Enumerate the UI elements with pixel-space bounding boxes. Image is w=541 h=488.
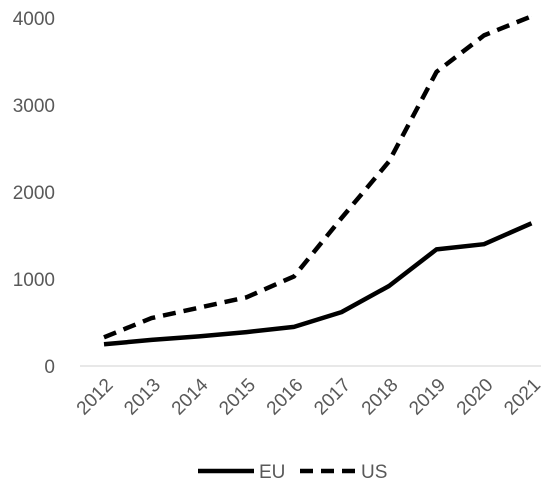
x-axis-tick-labels: 2012 2013 2014 2015 2016 2017 2018 2019 2020 2021 xyxy=(73,374,541,419)
x-tick-label: 2020 xyxy=(453,375,498,420)
series-line-eu xyxy=(103,221,533,347)
x-tick-label: 2013 xyxy=(120,375,165,420)
y-tick-label: 2000 xyxy=(13,183,55,204)
series-lines xyxy=(103,14,533,347)
x-tick-label: 2012 xyxy=(73,375,118,420)
y-axis-tick-labels: 0 1000 2000 3000 4000 xyxy=(13,9,55,378)
x-tick-label: 2021 xyxy=(500,375,541,420)
x-tick-label: 2019 xyxy=(405,375,450,420)
y-tick-label: 4000 xyxy=(13,9,55,30)
y-tick-label: 3000 xyxy=(13,96,55,117)
x-tick-label: 2018 xyxy=(358,375,403,420)
y-tick-label: 1000 xyxy=(13,270,55,291)
series-line-us xyxy=(103,14,533,340)
legend-label-eu: EU xyxy=(259,462,285,483)
legend-label-us: US xyxy=(361,462,387,483)
legend: EU US xyxy=(198,462,387,483)
y-tick-label: 0 xyxy=(44,357,55,378)
x-tick-label: 2016 xyxy=(263,375,308,420)
x-tick-label: 2014 xyxy=(168,374,213,419)
x-tick-label: 2015 xyxy=(215,375,260,420)
x-tick-label: 2017 xyxy=(310,375,355,420)
